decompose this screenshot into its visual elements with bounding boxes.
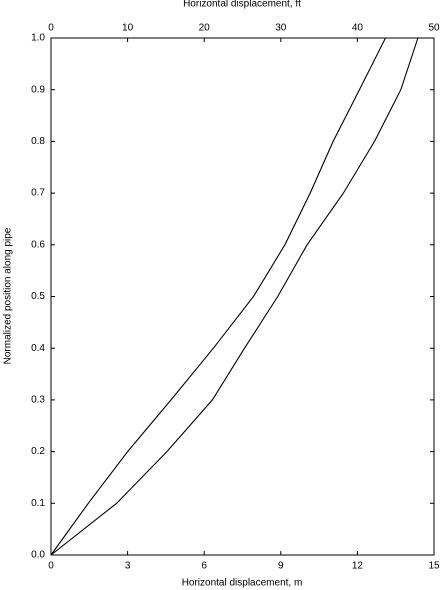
data-line: [50, 37, 419, 556]
y-tick-label: 0.6: [31, 239, 45, 250]
x2-tick-label: 40: [352, 23, 364, 34]
y-tick-label: 0.4: [31, 343, 45, 354]
y-tick-label: 0.0: [31, 550, 45, 561]
y-tick-label: 0.5: [31, 291, 45, 302]
x-tick-label: 15: [428, 561, 440, 572]
x2-tick-label: 50: [428, 23, 440, 34]
x2-tick-label: 20: [199, 23, 211, 34]
x2-tick-label: 30: [275, 23, 287, 34]
y-tick-label: 0.9: [31, 84, 45, 95]
y-tick-label: 1.0: [31, 33, 45, 44]
y-tick-label: 0.7: [31, 188, 45, 199]
x-tick-label: 3: [125, 561, 131, 572]
y-tick-label: 0.2: [31, 446, 45, 457]
x-axis-label: Horizontal displacement, m: [182, 578, 303, 589]
x-tick-label: 9: [278, 561, 284, 572]
x-tick-label: 0: [48, 561, 54, 572]
x2-tick-label: 10: [122, 23, 134, 34]
x-tick-label: 12: [352, 561, 364, 572]
y-tick-label: 0.3: [31, 395, 45, 406]
x-tick-label: 6: [201, 561, 207, 572]
y-axis-label: Normalized position along pipe: [3, 227, 14, 364]
y-tick-label: 0.8: [31, 136, 45, 147]
data-line: [50, 37, 386, 556]
x2-tick-label: 0: [48, 23, 54, 34]
y-tick-label: 0.1: [31, 498, 45, 509]
x2-axis-label: Horizontal displacement, ft: [183, 0, 301, 10]
